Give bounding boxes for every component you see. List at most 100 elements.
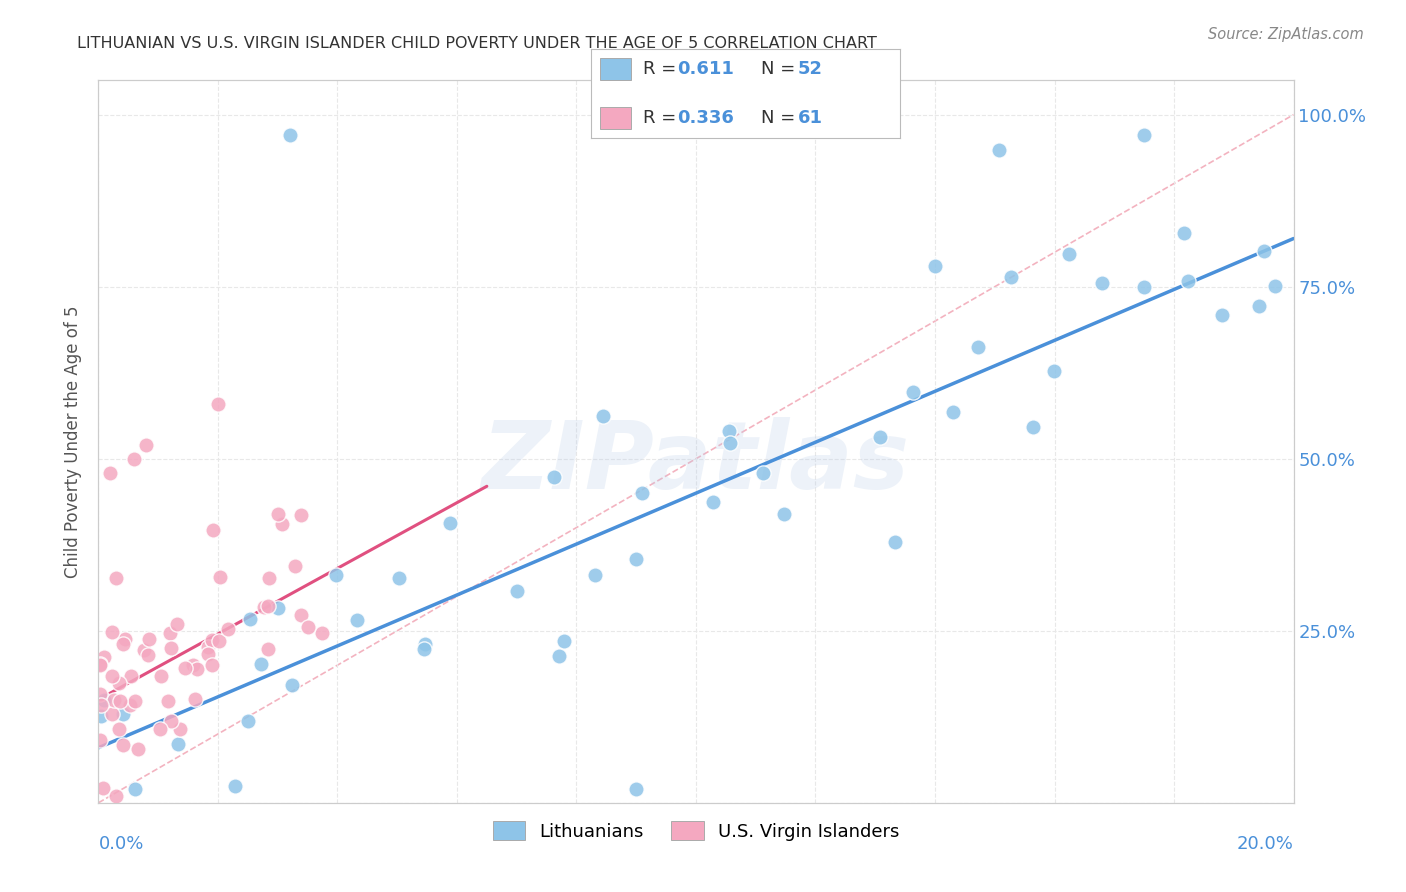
Point [1000,270,1022,285]
Point [124,451,146,466]
Point [1091,276,1114,290]
Point [197,648,219,662]
Point [988,143,1011,157]
Point [278,128,301,143]
Point [202,523,225,537]
Point [112,636,135,650]
Legend: Lithuanians, U.S. Virgin Islanders: Lithuanians, U.S. Virgin Islanders [485,814,907,848]
Point [173,661,195,675]
Text: 0.0%: 0.0% [98,835,143,854]
Text: N =: N = [761,109,800,128]
Point [124,694,146,708]
Point [236,714,259,728]
Point [506,583,529,598]
Point [93,650,115,665]
Point [1253,244,1275,258]
Point [201,632,224,647]
Text: 52: 52 [797,60,823,78]
Text: N =: N = [761,60,800,78]
Point [1264,278,1286,293]
Point [869,430,891,444]
Point [166,737,188,751]
Y-axis label: Child Poverty Under the Age of 5: Child Poverty Under the Age of 5 [65,305,83,578]
Point [718,424,741,438]
Point [1249,299,1271,313]
Point [553,634,575,648]
Point [135,438,157,452]
Text: Source: ZipAtlas.com: Source: ZipAtlas.com [1208,27,1364,42]
Point [127,742,149,756]
Point [1021,420,1043,434]
Point [208,569,231,583]
Point [98,466,122,480]
Point [284,558,307,573]
Point [138,632,160,646]
Point [702,495,724,509]
Point [924,259,946,273]
Bar [600,58,631,80]
Point [297,620,319,634]
Point [118,698,141,713]
Point [239,612,262,626]
Point [311,626,333,640]
Point [773,508,796,522]
Point [583,567,606,582]
Text: 0.336: 0.336 [678,109,734,128]
Point [270,517,292,532]
Point [186,662,208,676]
Point [1173,226,1195,240]
Point [90,698,112,712]
Point [93,692,115,706]
Point [626,552,648,566]
Point [253,600,276,615]
Point [207,634,229,648]
Point [1133,279,1156,293]
Point [256,642,278,657]
Text: R =: R = [643,109,682,128]
Point [184,691,207,706]
Point [100,625,122,640]
Point [149,669,172,683]
Point [413,642,436,657]
Point [217,622,239,636]
Point [267,600,290,615]
Point [1133,128,1156,143]
Point [181,658,204,673]
Point [267,507,290,521]
Text: 61: 61 [797,109,823,128]
Text: ZIPatlas: ZIPatlas [482,417,910,509]
Point [90,709,112,723]
Point [120,669,142,683]
Point [1043,364,1066,378]
Point [166,617,188,632]
Point [105,789,128,803]
Point [346,613,368,627]
Point [159,640,181,655]
Point [89,732,111,747]
Point [1177,274,1199,288]
Point [169,722,191,736]
Point [114,632,136,646]
Point [884,535,907,549]
Bar [600,107,631,129]
Point [91,780,114,795]
Point [104,571,127,585]
Text: LITHUANIAN VS U.S. VIRGIN ISLANDER CHILD POVERTY UNDER THE AGE OF 5 CORRELATION : LITHUANIAN VS U.S. VIRGIN ISLANDER CHILD… [77,36,877,51]
Point [112,706,135,721]
Point [290,608,312,623]
Point [280,678,302,692]
Point [111,738,134,752]
Text: R =: R = [643,60,682,78]
Point [124,782,146,797]
Point [1211,308,1233,322]
Point [903,385,925,400]
Point [134,643,156,657]
Point [207,397,229,411]
Point [159,714,181,729]
Point [101,669,124,683]
Point [108,694,131,708]
Point [543,470,565,484]
Text: 0.611: 0.611 [678,60,734,78]
Text: 20.0%: 20.0% [1237,835,1294,854]
Point [631,486,654,500]
